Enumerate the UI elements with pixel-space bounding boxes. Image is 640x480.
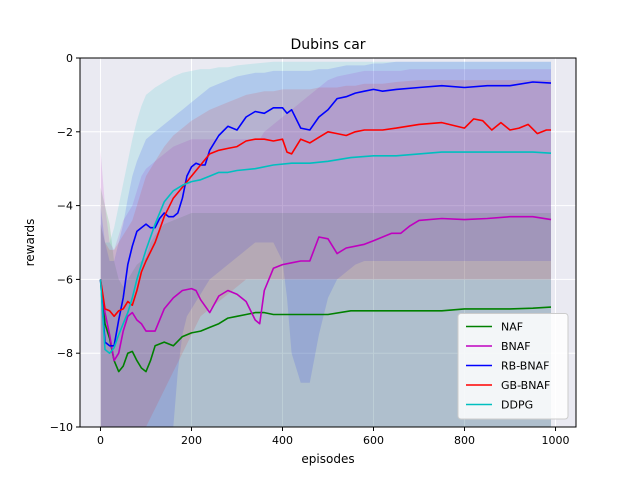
- naf-confidence-band: [100, 187, 551, 427]
- y-axis-ticks: −10 −8 −6 −4 −2 0: [50, 52, 80, 434]
- ddpg-line: [99, 151, 552, 355]
- y-axis-label: rewards: [23, 219, 37, 267]
- x-tick-label: 200: [181, 434, 202, 447]
- x-tick-label: 600: [363, 434, 384, 447]
- y-tick-label: −4: [57, 200, 73, 213]
- y-tick-label: −8: [57, 347, 73, 360]
- legend-label-bnaf: BNAF: [501, 340, 531, 353]
- legend-label-naf: NAF: [501, 321, 523, 334]
- x-axis-label: episodes: [301, 452, 354, 466]
- series-lines: [99, 81, 552, 373]
- chart-title: Dubins car: [290, 37, 365, 53]
- legend-label-rb-bnaf: RB-BNAF: [501, 360, 549, 373]
- plot-frame: [79, 57, 577, 428]
- bnaf-line: [99, 215, 552, 362]
- legend-label-gb-bnaf: GB-BNAF: [501, 379, 550, 392]
- legend-label-ddpg: DDPG: [501, 399, 533, 412]
- gb-bnaf-line: [99, 118, 551, 318]
- x-tick-label: 400: [272, 434, 293, 447]
- rb-bnaf-line: [99, 81, 552, 347]
- y-tick-label: −2: [57, 126, 73, 139]
- x-tick-label: 0: [97, 434, 104, 447]
- naf-line: [99, 279, 552, 373]
- bnaf-confidence-band: [100, 69, 551, 427]
- x-axis-ticks: 0 200 400 600 800 1000: [97, 427, 570, 447]
- y-tick-label: −10: [50, 421, 73, 434]
- legend: NAF BNAF RB-BNAF GB-BNAF DDPG: [457, 313, 569, 420]
- x-tick-label: 800: [454, 434, 475, 447]
- gb-bnaf-confidence-band: [100, 80, 551, 427]
- y-tick-label: −6: [57, 273, 73, 286]
- x-tick-label: 1000: [542, 434, 570, 447]
- legend-box: [457, 313, 569, 420]
- y-tick-label: 0: [66, 52, 73, 65]
